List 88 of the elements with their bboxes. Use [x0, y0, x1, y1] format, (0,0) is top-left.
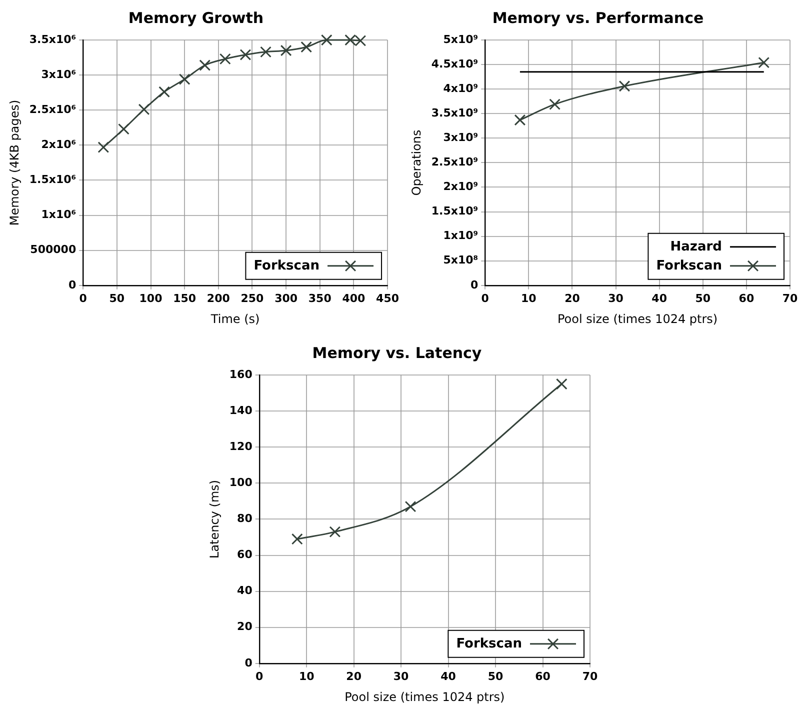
- x-tick-label: 100: [139, 292, 163, 305]
- y-tick-label: 3x10⁶: [41, 68, 76, 81]
- y-tick-label: 80: [237, 512, 253, 526]
- y-axis-title: Latency (ms): [207, 480, 222, 558]
- x-tick-label: 0: [481, 292, 490, 305]
- x-tick-label: 250: [240, 292, 264, 305]
- point: [240, 49, 252, 60]
- point: [98, 142, 110, 153]
- point: [291, 533, 303, 545]
- y-tick-label: 2x10⁶: [41, 138, 76, 152]
- point: [344, 34, 356, 46]
- y-tick-label: 1.5x10⁹: [431, 204, 478, 218]
- point: [138, 104, 150, 116]
- point: [219, 53, 231, 65]
- x-tick-label: 400: [342, 292, 366, 305]
- x-tick-label: 50: [488, 670, 504, 683]
- y-tick-label: 40: [237, 584, 253, 598]
- point: [300, 41, 312, 53]
- y-tick-label: 2.5x10⁶: [29, 102, 76, 116]
- point: [404, 500, 416, 512]
- chart-title: Memory vs. Performance: [492, 8, 704, 27]
- x-tick-label: 50: [109, 292, 125, 305]
- y-tick-label: 20: [237, 620, 253, 634]
- point: [618, 80, 630, 92]
- y-tick-label: 1.5x10⁶: [29, 173, 76, 186]
- x-tick-label: 40: [652, 292, 668, 305]
- y-tick-label: 3x10⁹: [443, 131, 478, 144]
- x-tick-label: 150: [173, 292, 196, 305]
- y-tick-label: 5x10⁸: [443, 254, 478, 267]
- y-tick-label: 4.5x10⁹: [431, 57, 478, 70]
- point: [549, 98, 560, 110]
- x-tick-label: 60: [535, 670, 551, 683]
- point: [158, 86, 170, 98]
- x-axis-title: Pool size (times 1024 ptrs): [557, 312, 718, 326]
- y-tick-label: 1x10⁶: [41, 208, 76, 222]
- point: [260, 46, 272, 58]
- y-axis-title: Operations: [409, 130, 424, 196]
- x-tick-label: 0: [79, 292, 88, 305]
- y-tick-label: 500000: [30, 243, 76, 256]
- point: [329, 526, 341, 538]
- point: [354, 35, 366, 46]
- point: [178, 74, 190, 85]
- y-tick-label: 2x10⁹: [443, 180, 478, 194]
- x-tick-label: 70: [782, 292, 798, 305]
- y-tick-label: 3.5x10⁹: [431, 106, 478, 120]
- y-tick-label: 2.5x10⁹: [431, 156, 478, 169]
- y-tick-label: 100: [229, 476, 253, 490]
- point: [514, 114, 526, 126]
- x-tick-label: 450: [376, 292, 400, 305]
- point: [320, 34, 332, 46]
- y-tick-label: 60: [237, 548, 253, 562]
- y-tick-label: 160: [229, 368, 253, 381]
- point: [118, 123, 130, 135]
- chart-title: Memory vs. Latency: [312, 344, 482, 362]
- point: [199, 60, 211, 71]
- point: [556, 378, 568, 390]
- legend-label: Forkscan: [656, 258, 722, 274]
- y-tick-label: 140: [229, 404, 253, 417]
- x-tick-label: 350: [308, 292, 332, 305]
- y-tick-label: 0: [68, 278, 76, 292]
- y-axis-title: Memory (4KB pages): [7, 100, 22, 226]
- legend-label: Hazard: [670, 239, 722, 254]
- x-tick-label: 20: [346, 670, 362, 683]
- point: [758, 56, 770, 68]
- x-axis-title: Pool size (times 1024 ptrs): [344, 690, 505, 704]
- y-tick-label: 5x10⁹: [443, 32, 478, 46]
- y-tick-label: 4x10⁹: [443, 82, 478, 95]
- x-tick-label: 20: [564, 292, 580, 305]
- x-axis-title: Time (s): [210, 312, 260, 326]
- y-tick-label: 1x10⁹: [443, 229, 478, 242]
- point: [280, 44, 292, 56]
- x-tick-label: 30: [393, 670, 410, 683]
- y-tick-label: 3.5x10⁶: [29, 32, 76, 46]
- x-tick-label: 10: [521, 292, 537, 305]
- x-tick-label: 70: [582, 670, 598, 683]
- x-tick-label: 300: [274, 292, 298, 305]
- x-tick-label: 30: [608, 292, 624, 305]
- chart-title: Memory Growth: [128, 8, 264, 27]
- x-tick-label: 200: [206, 292, 230, 305]
- y-tick-label: 120: [229, 440, 253, 453]
- legend-label: Forkscan: [456, 636, 522, 652]
- y-tick-label: 0: [470, 278, 478, 292]
- x-tick-label: 10: [298, 670, 315, 683]
- x-tick-label: 50: [695, 292, 711, 305]
- x-tick-label: 60: [738, 292, 754, 305]
- x-tick-label: 0: [256, 670, 264, 683]
- y-tick-label: 0: [244, 656, 253, 670]
- legend-label: Forkscan: [254, 258, 320, 274]
